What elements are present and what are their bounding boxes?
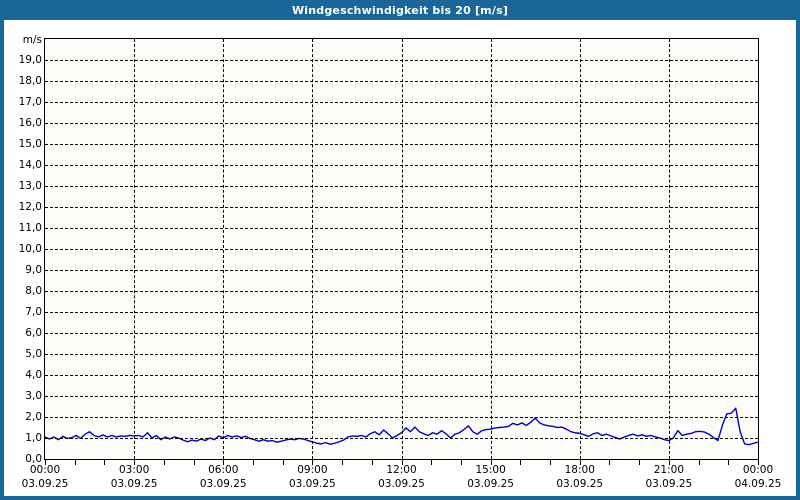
x-axis-tickmark [371, 460, 373, 465]
x-axis-tickmark [45, 460, 46, 465]
page-title: Windgeschwindigkeit bis 20 [m/s] [291, 3, 509, 17]
y-axis-tick-label: 8,0 [25, 285, 42, 297]
y-axis-tick-label: 11,0 [18, 222, 42, 234]
gridline-vertical [579, 39, 581, 459]
x-axis-tickmark [728, 460, 730, 465]
x-axis-tick-group: 00:00 04.09.25 [728, 464, 788, 491]
x-axis-tick-time: 00:00 [742, 464, 774, 476]
x-axis-tickmark [431, 460, 433, 465]
x-axis-tickmark [460, 460, 462, 465]
y-axis-tick-label: 12,0 [18, 201, 42, 213]
x-axis-tick-date: 04.09.25 [734, 478, 782, 490]
x-axis-tick-date: 03.09.25 [199, 478, 247, 490]
x-axis-tick-group: 06:00 03.09.25 [193, 464, 253, 491]
x-axis-tickmark [401, 460, 403, 465]
x-axis-tickmark [74, 460, 76, 465]
x-axis-tickmark [282, 460, 284, 465]
x-axis-tickmark [520, 460, 522, 465]
x-axis-tick-date: 03.09.25 [467, 478, 514, 490]
gridline-vertical [668, 39, 670, 459]
x-axis-tickmark [490, 460, 492, 465]
y-axis-labels: 0,0 1,0 2,0 3,0 4,0 5,0 6,0 7,0 8,0 9,0 10,0 11,0 12… [4, 38, 42, 465]
y-axis-tick-label: 17,0 [18, 96, 42, 108]
window-titlebar: Windgeschwindigkeit bis 20 [m/s] [0, 0, 800, 20]
y-axis-tick-label: 0,0 [25, 453, 42, 465]
gridline-vertical [490, 39, 492, 459]
x-axis-tick-group: 09:00 03.09.25 [282, 464, 342, 491]
y-axis-unit-label: m/s [22, 34, 42, 46]
x-axis-tickmark [639, 460, 641, 465]
x-axis-tick-time: 06:00 [208, 464, 239, 476]
gridline-vertical [134, 39, 136, 459]
x-axis-tickmarks [44, 460, 759, 466]
x-axis-tick-time: 15:00 [475, 464, 506, 476]
y-axis-tick-label: 18,0 [18, 75, 42, 87]
x-axis-tick-group: 12:00 03.09.25 [372, 464, 432, 491]
x-axis-labels: 00:00 03.09.25 03:00 03.09.25 06:00 03.09.25 0… [22, 464, 782, 498]
y-axis-tick-label: 15,0 [18, 138, 42, 150]
x-axis-tick-time: 18:00 [564, 464, 595, 476]
x-axis-tick-time: 09:00 [297, 464, 328, 476]
y-axis-tick-label: 6,0 [25, 327, 42, 339]
x-axis-tick-group: 00:00 03.09.25 [15, 464, 75, 491]
x-axis-tick-group: 18:00 03.09.25 [550, 464, 610, 491]
x-axis-tick-date: 03.09.25 [556, 478, 604, 490]
y-axis-tick-label: 10,0 [18, 243, 42, 255]
x-axis-tickmark [579, 460, 581, 465]
x-axis-tickmark [342, 460, 344, 465]
y-axis-tick-label: 1,0 [25, 432, 42, 444]
x-axis-tick-date: 03.09.25 [645, 478, 693, 490]
x-axis-tickmark [163, 460, 165, 465]
x-axis-tickmark [193, 460, 195, 465]
x-axis-tick-date: 03.09.25 [288, 478, 336, 490]
y-axis-tick-label: 16,0 [18, 117, 42, 129]
x-axis-tick-time: 00:00 [29, 464, 61, 476]
x-axis-tick-date: 03.09.25 [110, 478, 158, 490]
x-axis-tickmark [312, 460, 314, 465]
x-axis-tickmark [104, 460, 106, 465]
gridline-vertical [312, 39, 314, 459]
y-axis-tick-label: 2,0 [25, 411, 42, 423]
y-axis-tick-label: 19,0 [18, 54, 42, 66]
y-axis-tick-label: 7,0 [25, 306, 42, 318]
y-axis-tick-label: 5,0 [25, 348, 42, 360]
gridline-vertical [223, 39, 225, 459]
plot-area [44, 38, 759, 460]
x-axis-tickmark [252, 460, 254, 465]
chart-area: m/s 0,0 1,0 2,0 3,0 4,0 5,0 6,0 7,0 8,0 9,0 10,0 11… [4, 20, 796, 496]
x-axis-tickmark [550, 460, 552, 465]
gridline-vertical [401, 39, 403, 459]
x-axis-tickmark [758, 460, 759, 465]
y-axis-tick-label: 13,0 [18, 180, 42, 192]
x-axis-tickmark [134, 460, 136, 465]
x-axis-tickmark [698, 460, 700, 465]
y-axis-tick-label: 3,0 [25, 390, 42, 402]
x-axis-tick-group: 21:00 03.09.25 [639, 464, 699, 491]
y-axis-tick-label: 9,0 [25, 264, 42, 276]
x-axis-tickmark [668, 460, 670, 465]
y-axis-tick-label: 4,0 [25, 369, 42, 381]
x-axis-tick-date: 03.09.25 [21, 478, 69, 490]
x-axis-tick-group: 15:00 03.09.25 [461, 464, 521, 491]
x-axis-tick-date: 03.09.25 [378, 478, 425, 490]
x-axis-tickmark [223, 460, 225, 465]
y-axis-tick-label: 14,0 [18, 159, 42, 171]
x-axis-tick-time: 12:00 [386, 464, 417, 476]
chart-frame: m/s 0,0 1,0 2,0 3,0 4,0 5,0 6,0 7,0 8,0 9,0 10,0 11… [0, 20, 800, 500]
x-axis-tickmark [609, 460, 611, 465]
x-axis-tick-time: 21:00 [653, 464, 684, 476]
x-axis-tick-time: 03:00 [118, 464, 150, 476]
x-axis-tick-group: 03:00 03.09.25 [104, 464, 164, 491]
